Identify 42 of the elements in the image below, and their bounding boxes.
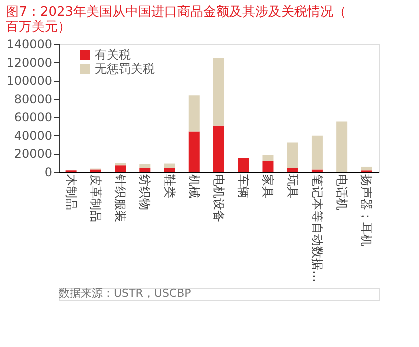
bar [312, 136, 323, 170]
x-tick-label: 皮革制品 [88, 174, 103, 222]
bar [188, 96, 200, 132]
x-tick-label: 木制品 [64, 174, 78, 210]
bar [214, 126, 224, 172]
bar [287, 142, 298, 168]
x-tick-label: 纺织物 [138, 174, 152, 210]
chart-title: 图7：2023年美国从中国进口商品金额及其涉及关税情况（百万美元） [6, 4, 347, 35]
y-tick-label: 120000 [6, 56, 52, 70]
y-tick-label: 80000 [14, 92, 52, 106]
x-tick-label: 电机设备 [212, 174, 226, 222]
y-tick-label: 0 [44, 166, 52, 180]
y-tick-label: 40000 [14, 128, 52, 143]
bar [164, 164, 176, 168]
legend-label: 有关税 [95, 48, 131, 62]
x-tick-label: 扬声器；耳机 [360, 174, 374, 246]
bar [262, 161, 274, 172]
bar [140, 168, 151, 172]
bar [164, 168, 176, 172]
x-tick-label: 鞋类 [162, 174, 177, 198]
y-tick-label: 100000 [6, 74, 52, 88]
y-tick-label: 60000 [14, 110, 52, 125]
bar [287, 168, 298, 172]
x-tick-label: 玩具 [286, 174, 300, 198]
bar [214, 58, 224, 126]
legend-label: 无惩罚关税 [95, 62, 155, 76]
y-tick-label: 140000 [6, 38, 52, 52]
x-tick-label: 机械 [187, 174, 202, 198]
bar [188, 132, 200, 172]
bar [262, 155, 274, 162]
x-tick-label: 笔记本等自动数据… [310, 174, 324, 282]
x-tick-label: 电话机 [335, 174, 350, 210]
bar [336, 122, 348, 172]
y-tick-label: 20000 [14, 147, 52, 162]
x-tick-label: 车辆 [236, 174, 251, 198]
source-note: 数据来源：USTR，USCBP [59, 287, 192, 300]
bar [140, 164, 151, 168]
bar [115, 166, 126, 172]
x-tick-label: 针织服装 [114, 174, 128, 222]
bar [361, 166, 372, 171]
x-tick-label: 家具 [261, 174, 276, 198]
bar [238, 158, 250, 172]
